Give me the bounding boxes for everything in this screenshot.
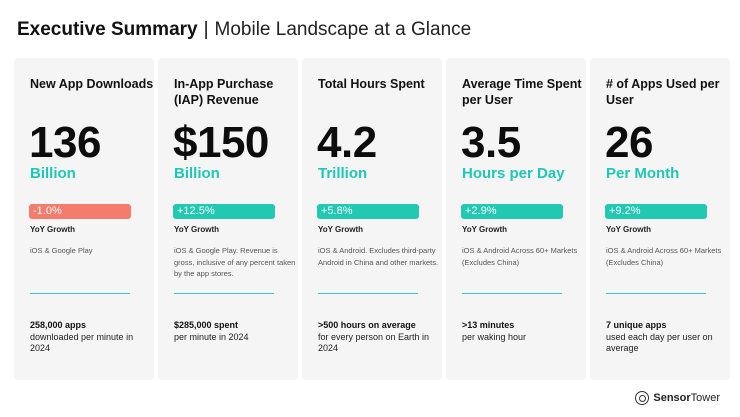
metric-unit: Trillion <box>318 165 368 182</box>
footnote-highlight: >13 minutes <box>462 320 515 330</box>
title-separator: | <box>203 19 209 40</box>
logo-mark-icon <box>635 391 650 405</box>
metric-title: # of Apps Used per User <box>606 77 720 107</box>
yoy-badge: +2.9% <box>461 204 563 219</box>
metric-value: 26 <box>605 118 653 167</box>
metric-title: In-App Purchase (IAP) Revenue <box>174 77 274 107</box>
page-title: Executive Summary <box>17 19 198 40</box>
metric-footnote: 258,000 apps downloaded per minute in 202… <box>30 320 152 355</box>
page-subtitle: Mobile Landscape at a Glance <box>214 19 472 40</box>
metric-value: 136 <box>29 118 101 167</box>
metric-note: iOS & Google Play. Revenue is gross, inc… <box>174 246 296 278</box>
metric-title: Total Hours Spent <box>318 77 425 91</box>
metric-card-iap-revenue: In-App Purchase (IAP) Revenue $150 Billi… <box>158 58 298 380</box>
logo-text: SensorTower <box>653 392 720 404</box>
footnote-text: per minute in 2024 <box>174 331 249 342</box>
divider <box>606 293 706 294</box>
divider <box>174 293 274 294</box>
yoy-label: YoY Growth <box>318 225 364 234</box>
metric-card-hours-spent: Total Hours Spent 4.2 Trillion +5.8% YoY… <box>302 58 442 380</box>
metric-title: Average Time Spent per User <box>462 77 582 107</box>
yoy-label: YoY Growth <box>174 225 220 234</box>
footnote-highlight: >500 hours on average <box>318 320 416 330</box>
divider <box>462 293 562 294</box>
metric-unit: Billion <box>30 165 76 182</box>
metric-footnote: 7 unique apps used each day per user on a… <box>606 320 728 355</box>
footnote-text: downloaded per minute in 2024 <box>30 331 134 354</box>
metric-unit: Billion <box>174 165 220 182</box>
divider <box>318 293 418 294</box>
metric-card-downloads: New App Downloads 136 Billion -1.0% YoY … <box>14 58 154 380</box>
footnote-highlight: $285,000 spent <box>174 320 239 330</box>
metric-note: iOS & Google Play <box>30 246 93 255</box>
metric-card-time-per-user: Average Time Spent per User 3.5 Hours pe… <box>446 58 586 380</box>
footnote-highlight: 258,000 apps <box>30 320 87 330</box>
yoy-badge: +9.2% <box>605 204 707 219</box>
yoy-badge: +5.8% <box>317 204 419 219</box>
footnote-text: for every person on Earth in 2024 <box>318 331 430 354</box>
metric-value: 3.5 <box>461 118 521 167</box>
metric-footnote: >13 minutes per waking hour <box>462 320 584 343</box>
metric-footnote: >500 hours on average for every person on… <box>318 320 440 355</box>
footnote-highlight: 7 unique apps <box>606 320 667 330</box>
page-header: Executive Summary | Mobile Landscape at … <box>17 19 471 41</box>
metric-note: iOS & Android. Excludes third-party Andr… <box>318 246 439 267</box>
metric-value: 4.2 <box>317 118 377 167</box>
metric-note: iOS & Android Across 60+ Markets (Exclud… <box>606 246 722 267</box>
yoy-badge: -1.0% <box>29 204 131 219</box>
metric-value: $150 <box>173 118 269 167</box>
yoy-label: YoY Growth <box>30 225 76 234</box>
footnote-text: used each day per user on average <box>606 331 713 354</box>
yoy-label: YoY Growth <box>606 225 652 234</box>
divider <box>30 293 130 294</box>
yoy-badge: +12.5% <box>173 204 275 219</box>
metric-card-apps-used: # of Apps Used per User 26 Per Month +9.… <box>590 58 730 380</box>
metric-unit: Per Month <box>606 165 680 182</box>
metric-footnote: $285,000 spent per minute in 2024 <box>174 320 296 343</box>
metric-unit: Hours per Day <box>462 165 565 182</box>
metric-note: iOS & Android Across 60+ Markets (Exclud… <box>462 246 578 267</box>
sensor-tower-logo: SensorTower <box>635 391 720 405</box>
metric-cards: New App Downloads 136 Billion -1.0% YoY … <box>14 58 730 380</box>
yoy-label: YoY Growth <box>462 225 508 234</box>
footnote-text: per waking hour <box>462 331 527 342</box>
metric-title: New App Downloads <box>30 77 154 91</box>
